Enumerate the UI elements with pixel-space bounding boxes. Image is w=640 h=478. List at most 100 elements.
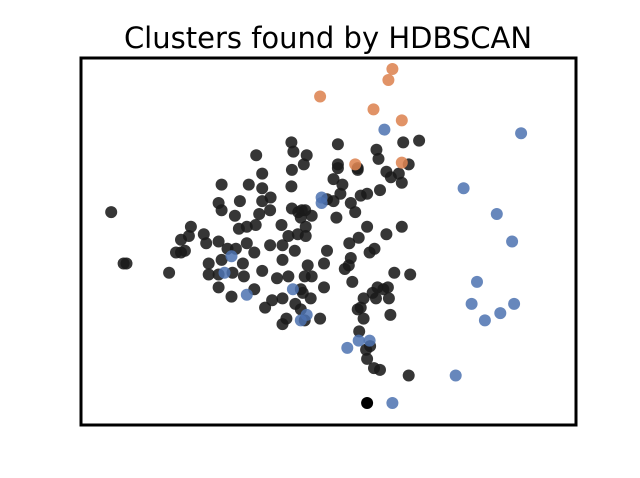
data-point [508, 297, 521, 310]
data-point [276, 292, 289, 305]
data-point [349, 206, 362, 219]
data-point [305, 270, 318, 283]
data-point [449, 369, 462, 382]
data-point [212, 235, 225, 248]
data-point [242, 178, 255, 191]
data-point [282, 230, 295, 242]
data-point [378, 123, 391, 136]
data-point [471, 275, 483, 288]
data-point [374, 363, 386, 376]
data-point [266, 294, 279, 307]
data-point [288, 244, 301, 257]
data-point [285, 163, 298, 176]
data-point [249, 219, 262, 231]
data-point [344, 197, 357, 209]
data-point [225, 290, 238, 303]
data-point [218, 266, 231, 279]
data-point [457, 182, 470, 195]
data-point [465, 297, 478, 310]
data-point [346, 275, 359, 288]
data-point [370, 292, 382, 305]
data-point [256, 182, 269, 195]
data-point [200, 237, 213, 250]
data-point [341, 341, 354, 354]
data-point [490, 208, 503, 220]
data-point [372, 152, 385, 165]
data-point [212, 197, 225, 209]
data-point [182, 230, 195, 242]
data-point [361, 352, 374, 365]
chart-title: Clusters found by HDBSCAN [124, 21, 532, 55]
data-point [212, 281, 225, 294]
data-point [299, 230, 312, 242]
data-point [240, 288, 253, 301]
data-point [330, 211, 343, 224]
data-point [314, 312, 327, 325]
data-point [314, 90, 327, 103]
data-point [228, 209, 241, 222]
data-point [202, 268, 215, 281]
points-layer [105, 63, 528, 409]
data-point [402, 369, 415, 382]
data-point [318, 281, 330, 294]
data-point [286, 283, 299, 296]
data-point [304, 292, 317, 305]
data-point [282, 270, 295, 283]
data-point [386, 397, 399, 409]
data-point [240, 237, 253, 250]
data-point [494, 307, 507, 320]
data-point [354, 301, 367, 314]
data-point [276, 253, 289, 266]
data-point [233, 195, 246, 208]
data-point [368, 242, 381, 255]
data-point [271, 272, 283, 285]
data-point [327, 173, 340, 186]
data-point [352, 334, 365, 347]
data-point [397, 136, 410, 149]
plot-frame [79, 56, 578, 427]
data-point [299, 220, 312, 233]
data-point [334, 187, 347, 200]
data-point [256, 264, 269, 277]
data-point [178, 244, 191, 257]
data-point [352, 231, 365, 244]
data-point [250, 149, 263, 162]
data-point [236, 257, 249, 270]
data-point [386, 63, 399, 75]
data-point [413, 134, 426, 147]
data-point [253, 208, 266, 220]
data-point [202, 257, 215, 270]
data-point [515, 127, 528, 140]
data-point [395, 114, 408, 127]
data-point [370, 143, 383, 156]
data-point [285, 180, 298, 193]
data-point [163, 266, 176, 279]
data-point [361, 220, 374, 233]
data-point [331, 138, 344, 151]
data-point [361, 397, 374, 409]
data-point [381, 281, 394, 294]
data-point [388, 266, 401, 279]
data-point [404, 268, 417, 281]
data-point [343, 237, 356, 250]
data-point [184, 220, 197, 233]
data-point [294, 314, 307, 327]
data-point [349, 158, 362, 171]
data-point [384, 308, 397, 321]
data-point [374, 184, 386, 197]
data-point [395, 156, 408, 169]
data-point [237, 270, 250, 283]
data-point [318, 257, 330, 270]
data-point [361, 187, 374, 200]
data-point [305, 209, 318, 222]
data-point [478, 314, 491, 327]
data-point [300, 149, 313, 162]
data-point [367, 103, 380, 116]
data-point [276, 239, 289, 252]
data-point [392, 167, 405, 180]
data-point [215, 253, 228, 266]
data-point [264, 191, 277, 204]
data-point [275, 219, 288, 231]
data-point [105, 206, 118, 219]
